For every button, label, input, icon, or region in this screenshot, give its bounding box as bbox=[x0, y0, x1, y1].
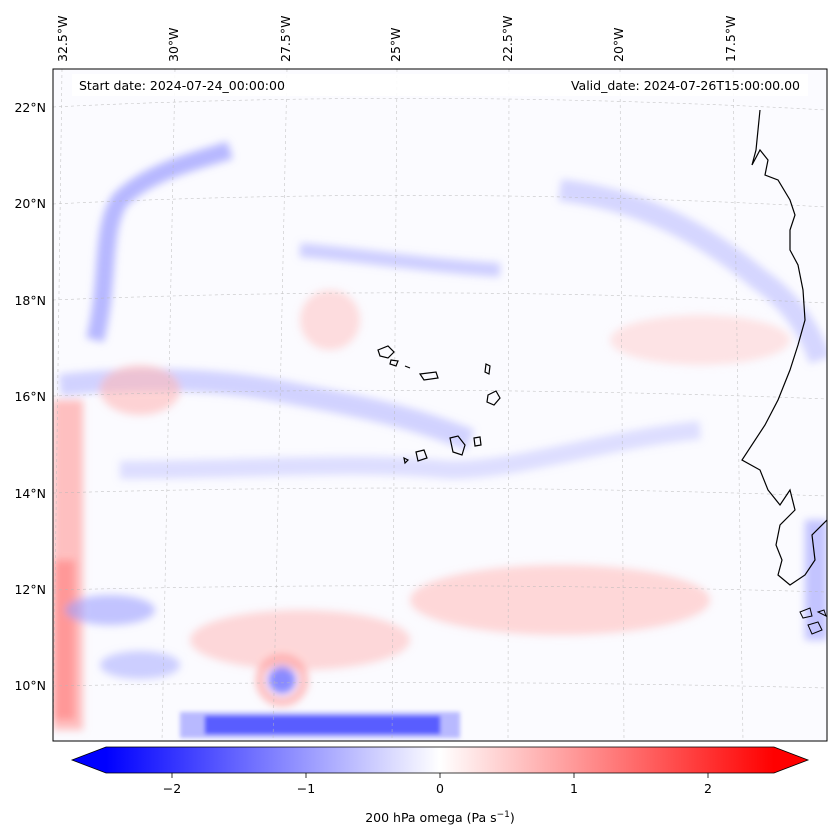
cape-verde-islands bbox=[377, 345, 501, 465]
latitude-labels: 22°N 20°N 18°N 16°N 14°N 12°N 10°N bbox=[14, 100, 46, 693]
lat-label-16n: 16°N bbox=[14, 389, 46, 404]
colorbar-gradient bbox=[106, 747, 774, 773]
lon-label-17-5w: 17.5°W bbox=[723, 16, 738, 62]
lon-label-30w: 30°W bbox=[166, 27, 181, 62]
colorbar-max-extend bbox=[774, 747, 808, 773]
colorbar: −2 −1 0 1 2 200 hPa omega (Pa s−1) bbox=[70, 746, 810, 825]
lat-label-22n: 22°N bbox=[14, 100, 46, 115]
lat-label-14n: 14°N bbox=[14, 486, 46, 501]
colorbar-tick-label-2: 2 bbox=[704, 781, 712, 796]
lat-label-20n: 20°N bbox=[14, 196, 46, 211]
colorbar-tick-label-neg2: −2 bbox=[163, 781, 181, 796]
lat-label-10n: 10°N bbox=[14, 678, 46, 693]
gridlines bbox=[53, 69, 827, 741]
info-banner bbox=[72, 74, 808, 96]
map-panel bbox=[53, 69, 827, 741]
longitude-labels: 32.5°W 30°W 27.5°W 25°W 22.5°W 20°W 17.5… bbox=[55, 16, 738, 62]
colorbar-tick-label-neg1: −1 bbox=[297, 781, 315, 796]
colorbar-tick-label-1: 1 bbox=[570, 781, 578, 796]
colorbar-min-extend bbox=[72, 747, 106, 773]
coastal-islands bbox=[799, 607, 827, 635]
omega-field bbox=[53, 141, 827, 730]
lat-label-12n: 12°N bbox=[14, 582, 46, 597]
start-date-text: Start date: 2024-07-24_00:00:00 bbox=[79, 78, 285, 93]
lon-label-22-5w: 22.5°W bbox=[500, 16, 515, 62]
lon-label-27-5w: 27.5°W bbox=[278, 16, 293, 62]
valid-date-text: Valid_date: 2024-07-26T15:00:00.00 bbox=[571, 78, 800, 93]
colorbar-label: 200 hPa omega (Pa s−1) bbox=[365, 810, 515, 825]
africa-coastline bbox=[741, 109, 827, 586]
colorbar-ticks bbox=[171, 773, 709, 778]
colorbar-outline bbox=[70, 746, 810, 774]
lon-label-25w: 25°W bbox=[388, 27, 403, 62]
colorbar-tick-label-0: 0 bbox=[436, 781, 444, 796]
lon-label-20w: 20°W bbox=[611, 27, 626, 62]
lat-label-18n: 18°N bbox=[14, 293, 46, 308]
bottom-blue-band bbox=[180, 712, 460, 738]
map-border bbox=[52, 68, 828, 742]
lon-label-32-5w: 32.5°W bbox=[55, 16, 70, 62]
